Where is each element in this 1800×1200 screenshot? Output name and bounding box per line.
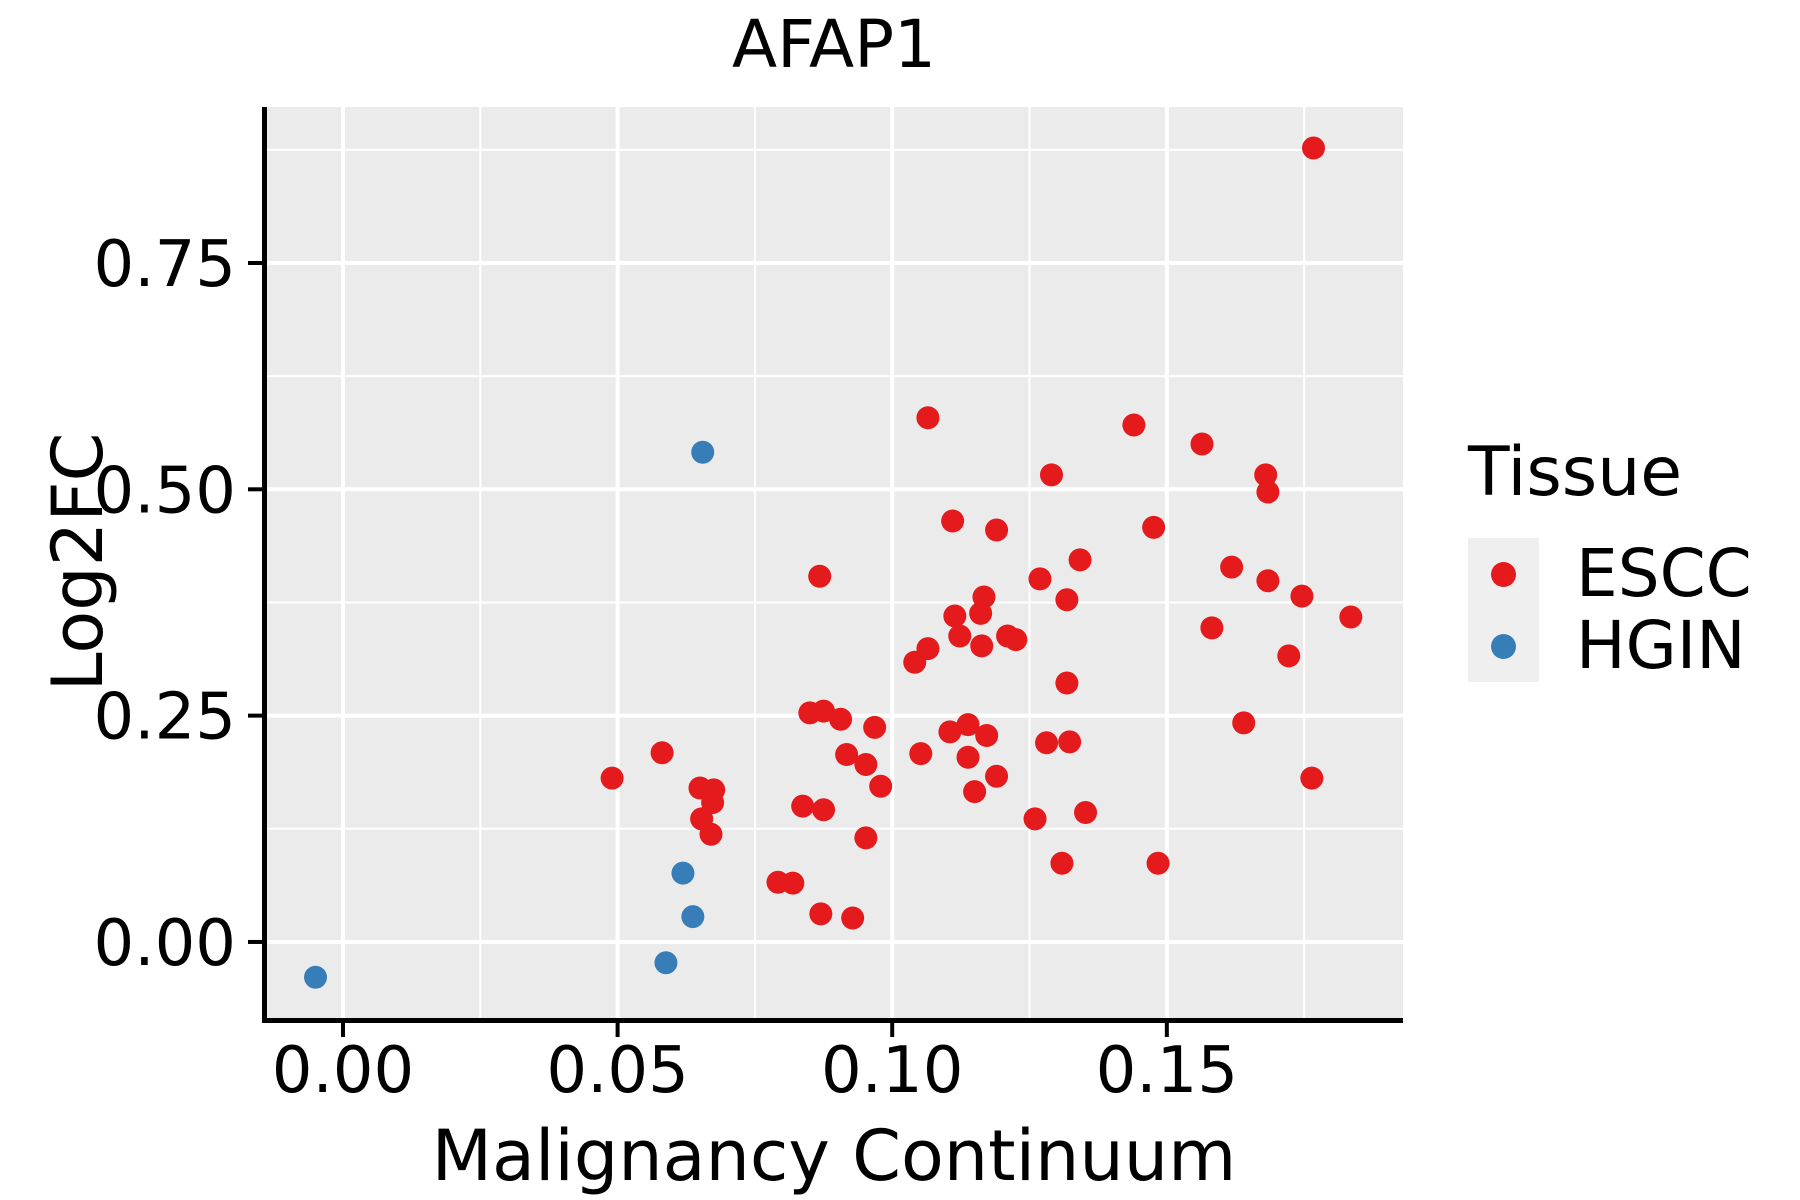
data-point-escc — [781, 871, 805, 895]
data-point-escc — [975, 724, 999, 748]
data-point-escc — [699, 822, 723, 846]
data-point-escc — [985, 518, 1009, 542]
data-point-escc — [1068, 548, 1092, 572]
legend-title: Tissue — [1468, 433, 1683, 512]
legend-label: ESCC — [1576, 535, 1752, 612]
data-point-escc — [1277, 644, 1301, 668]
data-point-escc — [1142, 515, 1166, 539]
legend: Tissue ESCC HGIN — [1468, 436, 1798, 682]
data-point-escc — [963, 780, 987, 804]
data-point-escc — [916, 406, 940, 430]
x-tick-label: 0.00 — [272, 1034, 415, 1108]
data-point-escc — [812, 699, 836, 723]
y-axis-title: Log2FC — [37, 432, 119, 692]
data-point-escc — [650, 741, 674, 765]
x-tick-label: 0.10 — [821, 1034, 964, 1108]
x-tick-label: 0.15 — [1096, 1034, 1239, 1108]
data-point-escc — [1290, 584, 1314, 608]
data-point-escc — [969, 601, 993, 625]
data-point-escc — [941, 509, 965, 533]
data-point-escc — [1023, 807, 1047, 831]
panel-background — [265, 107, 1403, 1018]
data-point-escc — [1035, 731, 1059, 755]
data-point-escc — [1122, 413, 1146, 437]
data-point-escc — [1232, 711, 1256, 735]
data-point-escc — [863, 715, 887, 739]
data-point-escc — [1055, 671, 1079, 695]
data-point-escc — [948, 624, 972, 648]
y-tick-label: 0.25 — [94, 681, 237, 755]
data-point-escc — [1074, 800, 1098, 824]
data-point-escc — [970, 634, 994, 658]
hgin-point-icon — [1491, 633, 1516, 659]
data-point-escc — [943, 604, 967, 628]
data-point-escc — [1256, 569, 1280, 593]
data-point-escc — [1200, 616, 1224, 640]
data-point-escc — [985, 764, 1009, 788]
y-tick-label: 0.50 — [94, 454, 237, 528]
data-point-hgin — [681, 905, 705, 929]
data-point-escc — [1058, 730, 1082, 754]
data-point-escc — [841, 906, 865, 930]
data-point-escc — [854, 826, 878, 850]
data-point-escc — [956, 745, 980, 769]
legend-key — [1468, 610, 1539, 682]
x-tick-label: 0.05 — [546, 1034, 689, 1108]
data-point-escc — [808, 564, 832, 588]
x-axis-title: Malignancy Continuum — [431, 1115, 1237, 1197]
data-point-escc — [1220, 555, 1244, 579]
y-tick-label: 0.75 — [94, 228, 237, 302]
data-point-escc — [1256, 480, 1280, 504]
data-point-escc — [701, 791, 725, 815]
data-point-hgin — [671, 861, 695, 885]
data-point-hgin — [654, 951, 678, 975]
legend-item-escc: ESCC — [1468, 538, 1798, 610]
y-tick-label: 0.00 — [94, 907, 237, 981]
data-point-escc — [956, 713, 980, 737]
data-point-escc — [1146, 851, 1170, 875]
data-point-escc — [854, 753, 878, 777]
data-point-escc — [938, 720, 962, 744]
data-point-escc — [1339, 605, 1363, 629]
data-point-escc — [1300, 766, 1324, 790]
data-point-escc — [809, 902, 833, 926]
legend-label: HGIN — [1576, 607, 1746, 684]
data-point-escc — [903, 650, 927, 674]
plot-title: AFAP1 — [732, 6, 936, 83]
data-point-escc — [791, 794, 815, 818]
data-point-escc — [835, 743, 859, 767]
data-point-escc — [1055, 588, 1079, 612]
data-point-escc — [1039, 463, 1063, 487]
escc-point-icon — [1491, 561, 1516, 587]
data-point-escc — [829, 707, 853, 731]
data-point-escc — [869, 774, 893, 798]
data-point-escc — [1301, 136, 1325, 160]
data-point-hgin — [691, 440, 715, 464]
legend-key — [1468, 538, 1539, 610]
data-point-escc — [1254, 463, 1278, 487]
data-point-escc — [1028, 567, 1052, 591]
data-point-escc — [600, 766, 624, 790]
data-point-hgin — [304, 965, 328, 989]
legend-item-hgin: HGIN — [1468, 610, 1798, 682]
data-point-escc — [1190, 432, 1214, 456]
data-point-escc — [1004, 628, 1028, 652]
data-point-escc — [1050, 851, 1074, 875]
data-point-escc — [812, 798, 836, 822]
data-point-escc — [909, 742, 933, 766]
